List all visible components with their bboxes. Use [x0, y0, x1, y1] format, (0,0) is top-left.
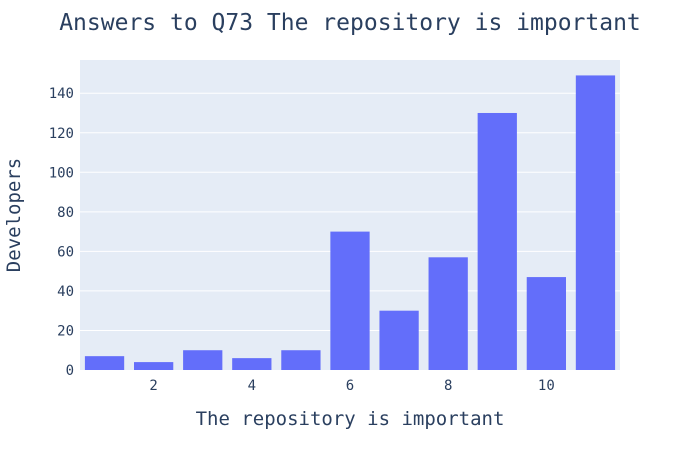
y-tick-label: 20: [57, 323, 74, 339]
y-axis-title: Developers: [3, 158, 25, 272]
y-tick-label: 80: [57, 205, 74, 221]
bar: [330, 231, 370, 370]
y-tick-label: 60: [57, 244, 74, 260]
x-tick-label: 6: [346, 378, 354, 394]
bars: [84, 75, 616, 371]
bar: [232, 358, 272, 370]
bar: [183, 350, 223, 370]
x-tick-label: 2: [149, 378, 157, 394]
bar: [575, 75, 616, 370]
x-axis-ticks: 2 4 6 8 10: [149, 378, 554, 394]
y-tick-label: 0: [66, 363, 74, 379]
bar: [134, 362, 174, 370]
chart-title: Answers to Q73 The repository is importa…: [59, 10, 641, 36]
x-tick-label: 4: [248, 378, 256, 394]
bar: [428, 257, 468, 370]
bar: [379, 310, 419, 370]
bar: [526, 277, 566, 370]
bar: [84, 356, 125, 370]
x-tick-label: 8: [444, 378, 452, 394]
bar: [281, 350, 321, 370]
bar: [477, 112, 517, 371]
x-axis-title: The repository is important: [196, 408, 505, 430]
y-tick-label: 120: [49, 126, 74, 142]
y-tick-label: 140: [49, 86, 74, 102]
x-tick-label: 10: [538, 378, 555, 394]
y-axis-ticks: 0 20 40 60 80 100 120 140: [49, 86, 74, 379]
y-tick-label: 40: [57, 284, 74, 300]
y-tick-label: 100: [49, 165, 74, 181]
